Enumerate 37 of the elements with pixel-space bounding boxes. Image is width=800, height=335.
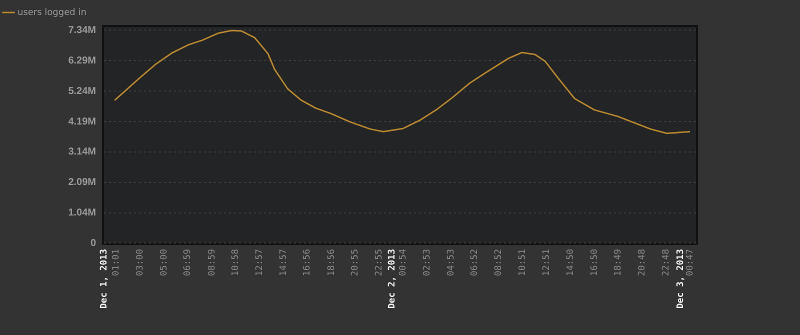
y-tick-label: 0	[90, 238, 96, 249]
x-tick-label: 03:00	[135, 249, 146, 276]
y-tick-label: 6.29M	[68, 55, 96, 66]
y-tick-label: 2.09M	[68, 177, 96, 188]
x-tick-label: 00:47	[685, 249, 696, 276]
x-tick-label: 20:48	[637, 249, 648, 276]
x-tick-label: 12:51	[542, 249, 552, 276]
x-tick-label: 18:49	[614, 249, 624, 276]
x-tick-label: Dec 3, 2013	[676, 249, 686, 309]
y-tick-label: 3.14M	[68, 146, 96, 158]
x-tick-label: 06:52	[470, 249, 480, 276]
x-tick-label: 08:59	[207, 249, 218, 276]
x-tick-label: 06:59	[183, 249, 194, 276]
y-tick-label: 1.04M	[68, 208, 96, 219]
x-tick-label: 22:55	[374, 249, 385, 276]
x-tick-label: Dec 1, 2013	[99, 249, 110, 309]
x-tick-label: 05:00	[159, 249, 170, 276]
x-tick-label: 20:55	[350, 249, 361, 276]
x-tick-label: 10:58	[231, 249, 242, 276]
x-tick-label: 12:57	[254, 249, 265, 276]
x-tick-label: 14:50	[566, 249, 576, 276]
x-tick-label: 16:56	[302, 249, 313, 276]
x-tick-label: 00:54	[398, 249, 408, 276]
x-tick-label: 22:48	[662, 249, 672, 276]
x-tick-label: 08:52	[494, 249, 504, 276]
x-tick-label: 16:50	[590, 249, 600, 276]
y-tick-label: 7.34M	[68, 24, 96, 36]
x-tick-label: 01:01	[112, 249, 122, 276]
y-tick-label: 5.24M	[68, 86, 96, 97]
x-tick-label: 14:57	[278, 249, 289, 276]
x-tick-label: 04:53	[446, 249, 456, 276]
x-tick-label: 10:51	[518, 249, 528, 276]
x-tick-label: Dec 2, 2013	[388, 249, 398, 309]
legend-label: users logged in	[18, 8, 86, 18]
x-tick-label: 02:53	[422, 249, 432, 276]
x-tick-label: 18:56	[326, 249, 337, 276]
y-tick-label: 4.19M	[68, 116, 96, 128]
